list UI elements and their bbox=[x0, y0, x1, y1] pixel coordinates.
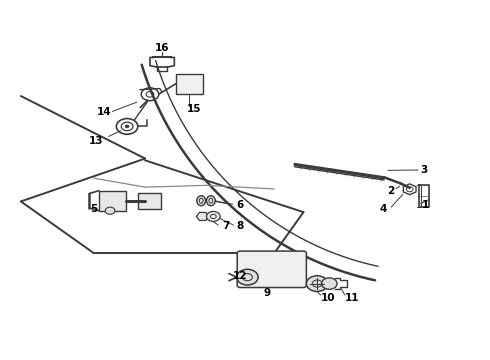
Text: 14: 14 bbox=[97, 107, 111, 117]
Bar bbox=[176, 74, 202, 94]
Text: 11: 11 bbox=[345, 293, 360, 303]
Polygon shape bbox=[196, 212, 209, 220]
Text: 15: 15 bbox=[187, 104, 201, 113]
Text: 9: 9 bbox=[263, 288, 270, 297]
Text: 5: 5 bbox=[90, 203, 98, 213]
Bar bbox=[138, 193, 161, 208]
Circle shape bbox=[306, 276, 328, 292]
Text: 6: 6 bbox=[237, 200, 244, 210]
Text: 1: 1 bbox=[422, 200, 429, 210]
Text: 3: 3 bbox=[421, 165, 428, 175]
Text: 8: 8 bbox=[237, 221, 244, 231]
Circle shape bbox=[206, 211, 220, 221]
Text: 16: 16 bbox=[155, 43, 170, 53]
Text: 13: 13 bbox=[89, 136, 104, 146]
Text: 4: 4 bbox=[380, 203, 387, 213]
Bar bbox=[99, 191, 125, 211]
FancyBboxPatch shape bbox=[237, 251, 306, 288]
Ellipse shape bbox=[197, 196, 205, 206]
Ellipse shape bbox=[206, 196, 215, 206]
Text: 2: 2 bbox=[388, 186, 395, 196]
Text: 12: 12 bbox=[233, 271, 247, 282]
Circle shape bbox=[105, 207, 115, 214]
Circle shape bbox=[237, 269, 258, 285]
Circle shape bbox=[125, 125, 129, 128]
Text: 10: 10 bbox=[320, 293, 335, 303]
Circle shape bbox=[321, 278, 337, 289]
Text: 7: 7 bbox=[222, 221, 229, 231]
